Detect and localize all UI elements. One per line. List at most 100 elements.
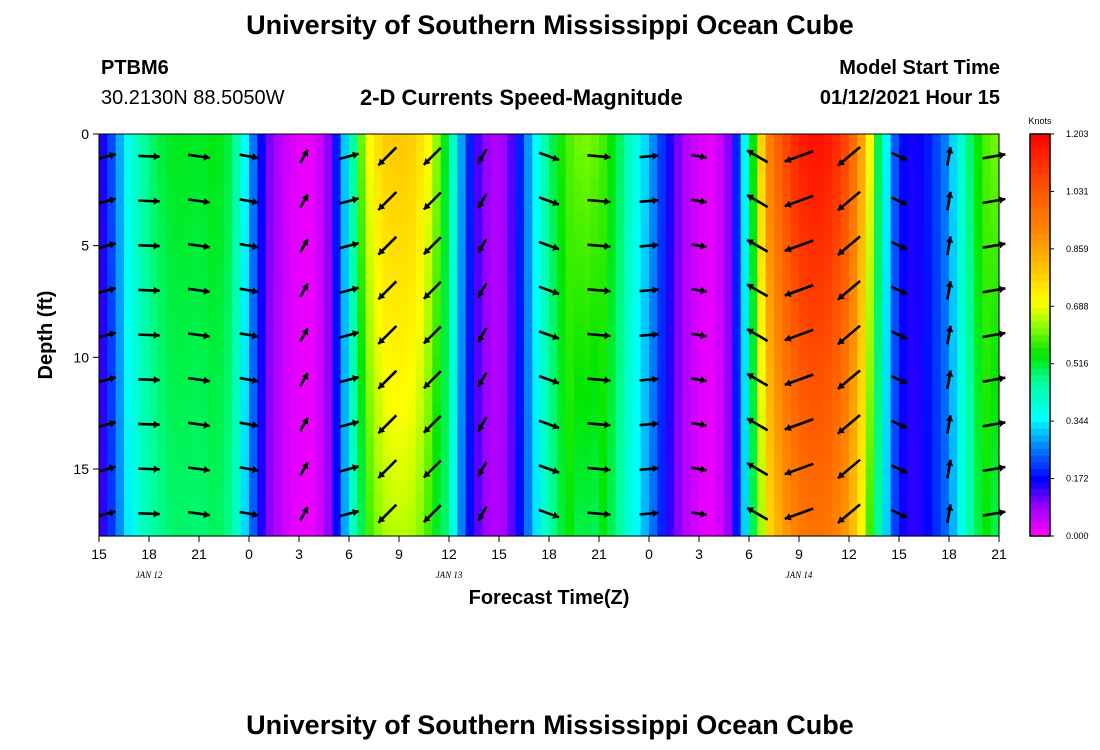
heatmap-cell: [957, 212, 967, 224]
heatmap-cell: [274, 424, 283, 437]
heatmap-cell: [865, 279, 875, 291]
heatmap-cell: [665, 513, 675, 526]
heatmap-cell: [982, 145, 992, 157]
current-arrow: [890, 240, 908, 251]
heatmap-cell: [765, 212, 775, 224]
heatmap-cell: [124, 178, 133, 191]
heatmap-cell: [940, 457, 950, 470]
colorbar-band: [1030, 207, 1050, 215]
heatmap-cell: [607, 446, 617, 459]
heatmap-cell: [607, 379, 617, 392]
current-arrow: [187, 421, 211, 429]
heatmap-cell: [640, 323, 650, 336]
heatmap-cell: [232, 357, 242, 370]
heatmap-cell: [499, 312, 508, 325]
heatmap-cell: [515, 323, 525, 336]
heatmap-cell: [449, 156, 458, 169]
heatmap-cell: [349, 134, 358, 146]
heatmap-cell: [915, 480, 925, 492]
heatmap-cell: [574, 457, 583, 470]
heatmap-cell: [390, 424, 400, 437]
current-arrow: [338, 464, 360, 473]
heatmap-cell: [315, 357, 325, 370]
heatmap-cell: [549, 189, 558, 202]
heatmap-cell: [224, 346, 233, 358]
heatmap-cell: [707, 279, 717, 291]
heatmap-cell: [115, 234, 125, 247]
heatmap-cell: [415, 290, 425, 303]
heatmap-cell: [932, 234, 942, 247]
heatmap-cell: [740, 323, 750, 336]
heatmap-cell: [449, 312, 458, 325]
heatmap-cell: [665, 524, 675, 537]
heatmap-cell: [207, 201, 217, 213]
heatmap-cell: [115, 390, 125, 403]
colorbar-band: [1030, 482, 1050, 490]
heatmap-cell: [382, 245, 392, 258]
heatmap-cell: [215, 435, 225, 448]
heatmap-cell: [699, 256, 708, 269]
heatmap-cell: [465, 491, 475, 504]
heatmap-cell: [799, 424, 808, 437]
heatmap-cell: [815, 413, 825, 425]
heatmap-cell: [449, 234, 458, 247]
current-arrow: [377, 191, 398, 211]
heatmap-cell: [132, 357, 142, 370]
heatmap-cell: [457, 212, 467, 224]
heatmap-cell: [757, 167, 767, 180]
heatmap-cell: [349, 379, 358, 392]
heatmap-cell: [174, 402, 183, 414]
heatmap-cell: [382, 279, 392, 291]
heatmap-cell: [957, 134, 967, 146]
heatmap-cell: [874, 323, 883, 336]
heatmap-cell: [390, 156, 400, 169]
heatmap-cell: [490, 189, 500, 202]
heatmap-cell: [649, 223, 658, 236]
heatmap-cell: [682, 201, 692, 213]
heatmap-cell: [399, 335, 408, 347]
heatmap-cell: [507, 279, 517, 291]
heatmap-cell: [815, 346, 825, 358]
heatmap-cell: [815, 424, 825, 437]
heatmap-cell: [857, 435, 867, 448]
heatmap-cell: [424, 435, 433, 448]
heatmap-cell: [674, 134, 683, 146]
heatmap-cell: [857, 402, 867, 414]
heatmap-cell: [590, 301, 600, 314]
heatmap-cell: [932, 268, 942, 280]
heatmap-cell: [307, 323, 317, 336]
heatmap-cell: [590, 368, 600, 381]
heatmap-cell: [340, 346, 350, 358]
heatmap-cell: [182, 335, 192, 347]
current-arrow: [338, 285, 360, 295]
heatmap-cell: [665, 346, 675, 358]
heatmap-cell: [315, 268, 325, 280]
heatmap-cell: [890, 379, 900, 392]
heatmap-cell: [865, 513, 875, 526]
heatmap-cell: [674, 357, 683, 370]
heatmap-cell: [357, 491, 367, 504]
heatmap-cell: [507, 290, 517, 303]
heatmap-cell: [974, 457, 983, 470]
heatmap-cell: [232, 413, 242, 425]
heatmap-cell: [232, 223, 242, 236]
heatmap-cell: [940, 189, 950, 202]
heatmap-cell: [949, 301, 958, 314]
current-arrow: [639, 509, 659, 518]
heatmap-cell: [807, 424, 817, 437]
heatmap-cell: [532, 323, 542, 336]
heatmap-cell: [982, 167, 992, 180]
heatmap-cell: [140, 457, 150, 470]
heatmap-cell: [349, 491, 358, 504]
heatmap-cell: [507, 256, 517, 269]
heatmap-cell: [615, 502, 625, 515]
heatmap-cell: [824, 424, 833, 437]
heatmap-cell: [724, 413, 733, 425]
heatmap-cell: [557, 290, 567, 303]
heatmap-cell: [765, 134, 775, 146]
heatmap-cell: [924, 145, 933, 157]
heatmap-cell: [974, 256, 983, 269]
date-label: JAN 12: [136, 570, 163, 580]
heatmap-cell: [115, 145, 125, 157]
heatmap-cell: [674, 513, 683, 526]
